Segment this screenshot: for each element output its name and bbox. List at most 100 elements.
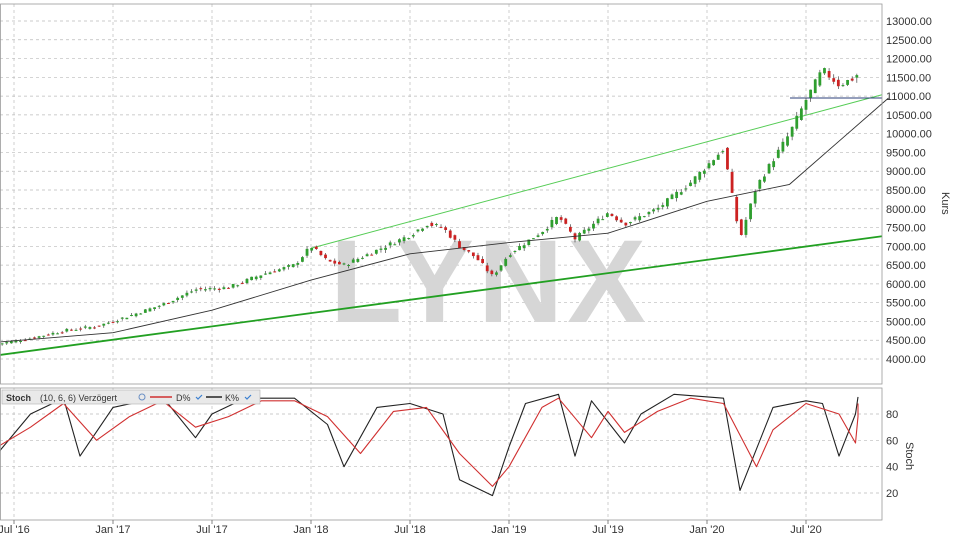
candle-up	[9, 341, 13, 344]
candle-up	[421, 228, 424, 231]
candle-up	[176, 297, 180, 301]
candle-up	[629, 221, 632, 224]
candle-up	[721, 151, 725, 153]
candle-down	[448, 230, 452, 238]
candle-up	[744, 219, 748, 235]
candle-down	[739, 219, 743, 235]
candle-up	[633, 217, 637, 220]
candle-up	[702, 170, 706, 174]
candle-up	[504, 258, 508, 266]
price-tick-label: 8500.00	[886, 185, 926, 197]
candle-up	[550, 219, 554, 228]
candle-down	[93, 327, 96, 329]
candle-up	[88, 327, 92, 329]
candle-down	[490, 270, 494, 275]
candle-up	[841, 85, 845, 87]
candle-up	[222, 287, 226, 290]
candle-up	[236, 285, 240, 287]
x-tick-label: Jul '16	[0, 524, 30, 536]
legend-params: (10, 6, 6) Verzögert	[40, 393, 118, 403]
legend-name: Stoch	[6, 393, 31, 403]
candle-up	[264, 273, 267, 275]
candle-up	[786, 136, 789, 146]
candle-up	[652, 209, 655, 212]
candle-up	[799, 108, 803, 120]
check-icon[interactable]	[195, 394, 203, 400]
candle-down	[319, 250, 323, 256]
price-tick-label: 5000.00	[886, 316, 926, 328]
candle-up	[716, 154, 720, 160]
watermark: LYNX	[330, 216, 650, 348]
candle-down	[624, 222, 628, 226]
candle-down	[467, 250, 471, 252]
candle-up	[587, 228, 591, 231]
candle-up	[693, 176, 697, 184]
price-tick-label: 4500.00	[886, 335, 926, 347]
candle-down	[462, 247, 466, 250]
price-tick-label: 8000.00	[886, 204, 926, 216]
candle-down	[430, 222, 434, 226]
candle-down	[615, 216, 618, 221]
candle-up	[65, 328, 69, 332]
candle-up	[19, 341, 22, 343]
candle-up	[642, 216, 646, 218]
candle-down	[832, 78, 836, 82]
candle-up	[171, 300, 175, 303]
candle-down	[217, 288, 221, 290]
candle-up	[347, 264, 351, 266]
candle-up	[790, 126, 794, 137]
candle-up	[846, 80, 849, 85]
price-tick-label: 6000.00	[886, 279, 926, 291]
candle-up	[106, 322, 110, 324]
price-tick-label: 10000.00	[886, 129, 932, 141]
candle-up	[679, 192, 683, 195]
price-tick-label: 9000.00	[886, 166, 926, 178]
stoch-tick-label: 20	[886, 488, 898, 500]
price-tick-label: 10500.00	[886, 110, 932, 122]
candle-up	[527, 239, 531, 246]
candle-up	[365, 254, 369, 257]
x-tick-label: Jan '18	[293, 524, 328, 536]
price-tick-label: 5500.00	[886, 298, 926, 310]
candle-down	[227, 287, 230, 289]
x-tick-label: Jul '18	[394, 524, 425, 536]
panel-frames	[0, 3, 883, 521]
candle-up	[402, 237, 406, 242]
stoch-tick-label: 60	[886, 435, 898, 447]
k-line	[0, 393, 859, 497]
stoch-tick-label: 40	[886, 462, 898, 474]
candle-up	[763, 176, 766, 182]
candle-up	[51, 332, 55, 335]
stochastic-lines	[0, 393, 859, 497]
candle-up	[231, 283, 235, 288]
candle-up	[0, 343, 4, 345]
candle-up	[14, 340, 18, 343]
legend-k-label: K%	[225, 393, 239, 403]
axis-ticks: 13000.00 12500.00 12000.00 11500.00 11000.00…	[0, 16, 932, 536]
candle-up	[712, 160, 715, 166]
x-tick-label: Jan '19	[491, 524, 526, 536]
candle-down	[850, 78, 854, 81]
candle-down	[240, 282, 244, 284]
check-icon[interactable]	[244, 394, 252, 400]
candle-up	[204, 289, 207, 291]
x-tick-label: Jul '19	[592, 524, 623, 536]
trendline	[0, 235, 883, 356]
stoch-panel-frame	[0, 387, 883, 521]
legend-d-label: D%	[176, 393, 191, 403]
gear-icon[interactable]	[138, 393, 146, 401]
candle-up	[781, 141, 785, 152]
candle-down	[610, 213, 614, 216]
candle-up	[56, 333, 59, 335]
candle-up	[180, 295, 184, 298]
candle-down	[485, 265, 489, 272]
price-tick-label: 11000.00	[886, 91, 931, 103]
candle-up	[102, 323, 106, 326]
candle-up	[148, 308, 152, 312]
price-tick-label: 11500.00	[886, 72, 931, 84]
candle-up	[213, 288, 217, 290]
candle-up	[758, 179, 762, 189]
candle-up	[301, 257, 304, 262]
candle-down	[453, 235, 457, 240]
candle-down	[79, 328, 83, 330]
